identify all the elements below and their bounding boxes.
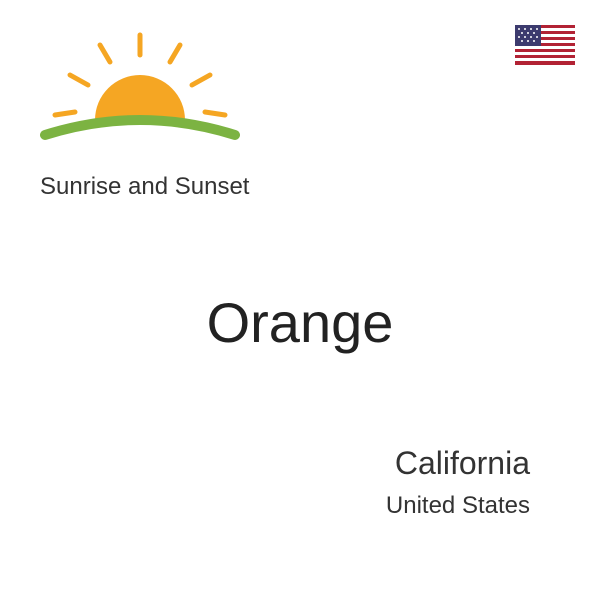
sunrise-logo-icon [30,20,250,160]
country-name: United States [386,492,530,520]
location-details: California United States [386,445,530,520]
city-name: Orange [0,290,600,355]
site-title: Sunrise and Sunset [40,173,310,201]
logo-section: Sunrise and Sunset [30,20,310,201]
region-name: California [386,445,530,482]
usa-flag-icon [515,25,575,65]
